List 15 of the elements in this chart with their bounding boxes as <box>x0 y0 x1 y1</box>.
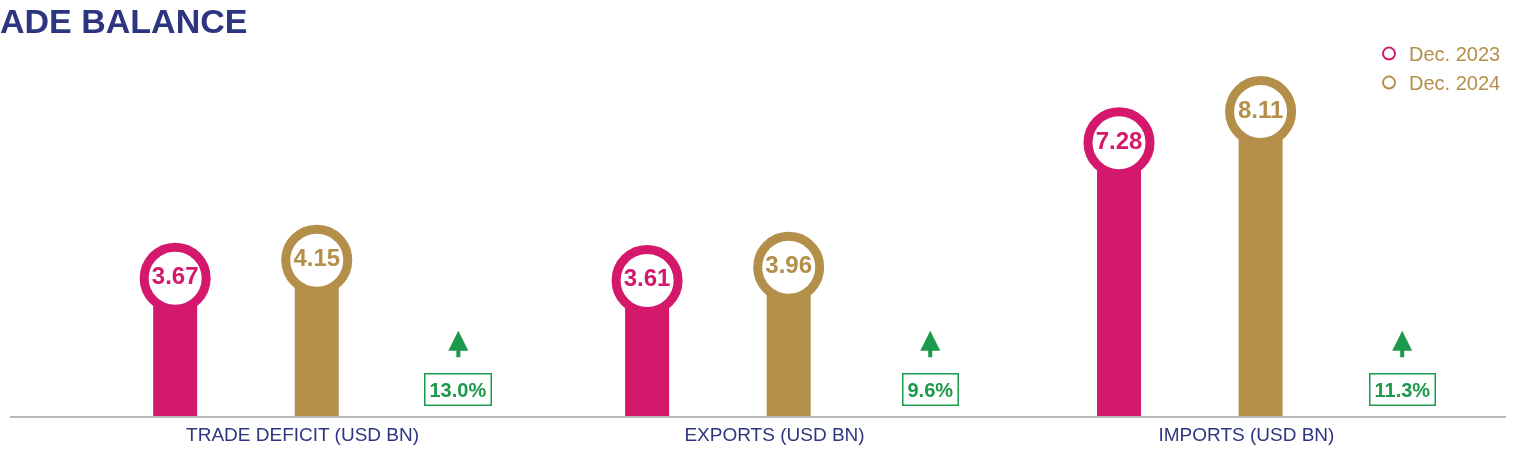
text: 13.0% <box>429 378 487 401</box>
chart-title: ADE BALANCE <box>0 1 248 40</box>
legend-label: Dec. 2024 <box>1409 72 1501 95</box>
data-label: 3.96 <box>765 251 813 279</box>
x-tick-label: TRADE DEFICIT (USD BN) <box>186 423 420 445</box>
x-tick-label: IMPORTS (USD BN) <box>1158 423 1335 445</box>
data-label: 3.61 <box>623 264 671 292</box>
x-tick-label: EXPORTS (USD BN) <box>684 423 865 445</box>
text: 9.6% <box>907 378 954 401</box>
data-label: 4.15 <box>293 244 341 272</box>
text: 11.3% <box>1374 378 1431 401</box>
data-label: 7.28 <box>1095 126 1143 154</box>
data-label: 8.11 <box>1237 95 1284 123</box>
legend-label: Dec. 2023 <box>1409 43 1501 66</box>
data-label: 3.67 <box>151 262 199 290</box>
